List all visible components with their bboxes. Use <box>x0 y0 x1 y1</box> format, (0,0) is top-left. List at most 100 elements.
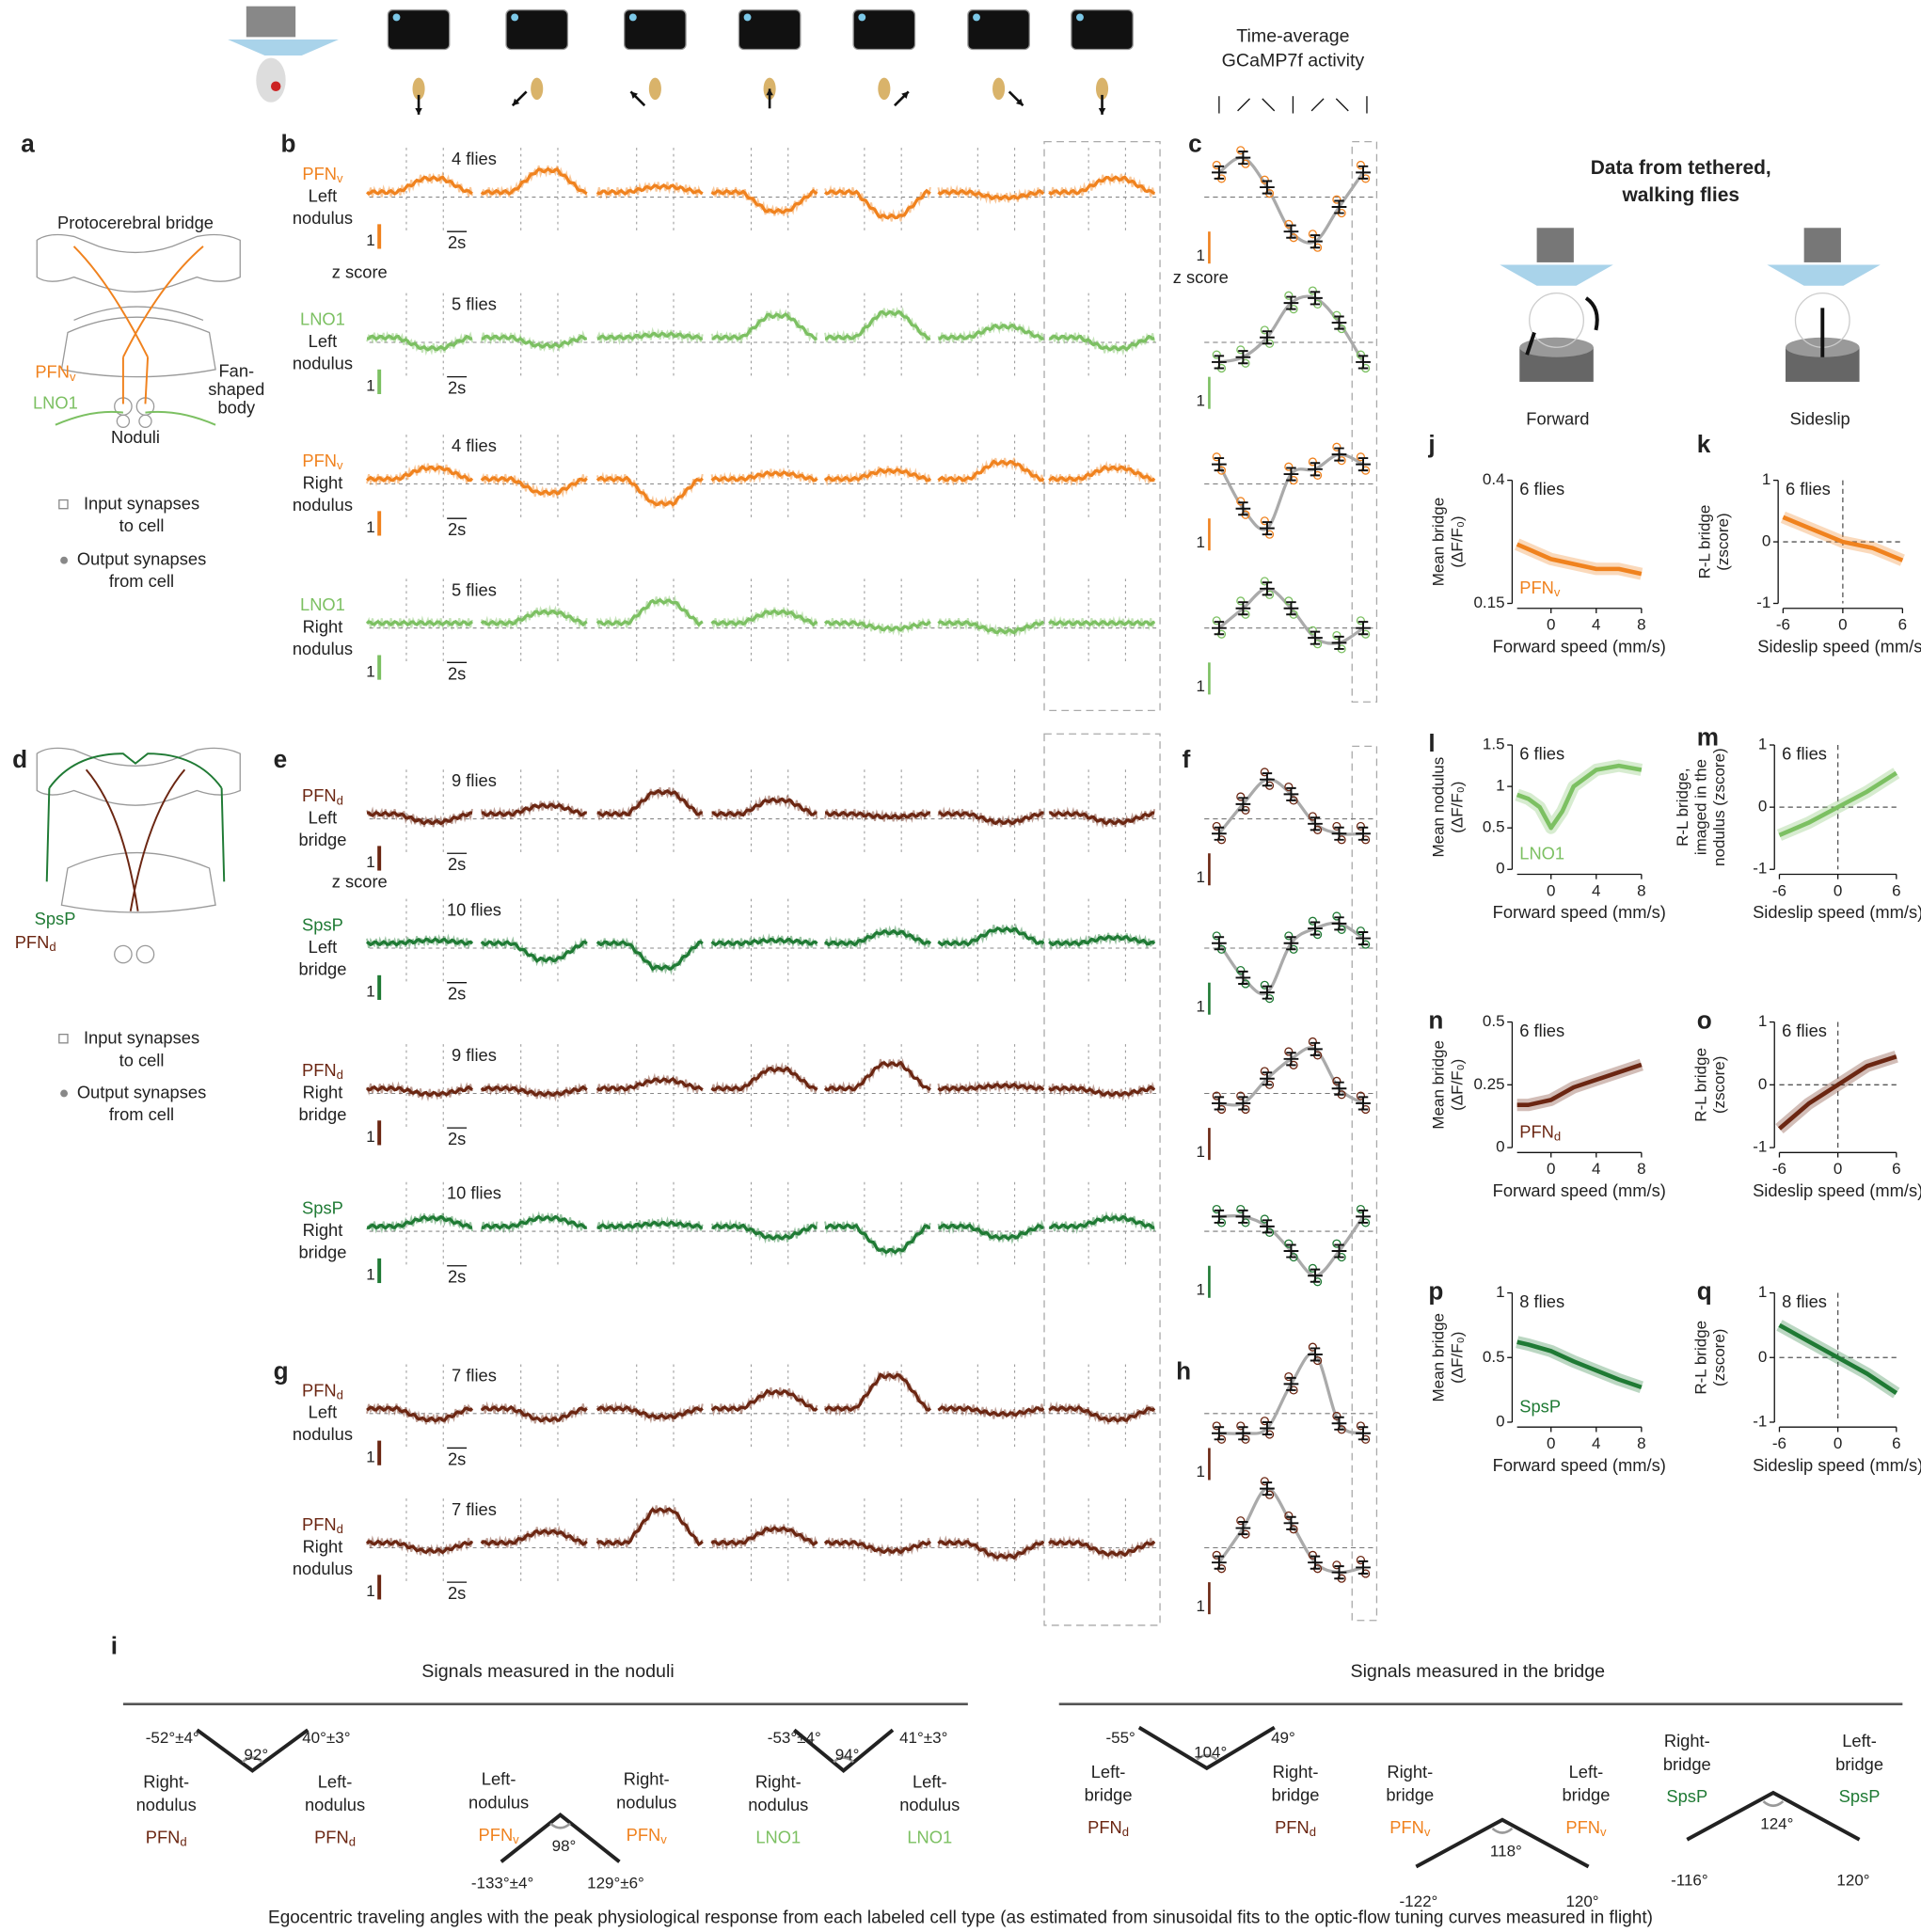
tuning-errorbar <box>1308 1041 1323 1056</box>
tuning-errorbar <box>1260 985 1275 1000</box>
y-axis-label: R-L bridge <box>1692 1321 1710 1395</box>
y-tick-label: 0 <box>1758 1075 1767 1093</box>
legend-dot <box>60 1089 68 1098</box>
trace-mean <box>595 475 704 507</box>
stimulus-drum <box>505 8 569 51</box>
trace-mean <box>823 467 932 483</box>
region-label: bridge <box>298 830 346 849</box>
tuning-fly <box>1356 616 1365 626</box>
tuning-errorbar <box>1356 826 1371 841</box>
tuning-errorbar <box>1331 1081 1347 1096</box>
trace-mean <box>937 926 1045 947</box>
stimulus-drum <box>738 8 802 51</box>
cell-name-sub: d <box>337 794 343 808</box>
tuning-fly <box>1284 1047 1294 1056</box>
angle-arc <box>549 1822 571 1829</box>
apex-angle: 104° <box>1194 1744 1227 1762</box>
time-scale: 2s <box>448 1449 466 1468</box>
side-label: nodulus <box>468 1793 529 1813</box>
y-tick-label: -1 <box>1753 860 1767 878</box>
cell-name: PFNv <box>302 164 343 186</box>
flies-count: 6 flies <box>1782 1021 1827 1040</box>
cell-name-base: PFN <box>479 1825 514 1845</box>
time-scale: 2s <box>448 1583 466 1603</box>
tuning-errorbar <box>1308 291 1323 306</box>
side-label: Left- <box>482 1769 516 1789</box>
trace-mean <box>1048 619 1156 626</box>
y-tick-label: -1 <box>1753 1138 1767 1156</box>
tuning-fly <box>1260 577 1269 586</box>
anatomy-label: Noduli <box>111 427 160 447</box>
trace-mean <box>595 1405 704 1420</box>
tuning-errorbar <box>1356 457 1371 472</box>
mean-line <box>1778 1322 1898 1395</box>
tuning-errorbar <box>1331 635 1347 650</box>
tuning-errorbar <box>1356 621 1371 636</box>
tuning-fly <box>1308 1550 1317 1560</box>
x-tick-label: -6 <box>1772 1434 1786 1452</box>
trace-mean <box>366 619 473 626</box>
trace-mean <box>710 609 818 627</box>
tuning-errorbar <box>1331 916 1347 931</box>
stimulus-drum <box>852 8 916 51</box>
time-scale: 2s <box>448 519 466 539</box>
region-label: Left <box>309 1402 338 1422</box>
time-scale: 2s <box>448 1267 466 1287</box>
scale-unit: 1 <box>1197 246 1205 264</box>
tuning-fly <box>1308 1037 1317 1047</box>
tuning-errorbar <box>1331 447 1347 462</box>
trace-mean <box>366 1214 473 1230</box>
scale-unit: 1 <box>1197 677 1205 695</box>
y-tick-label: 0 <box>1496 860 1504 878</box>
angle-arms <box>1686 1790 1861 1842</box>
mean-line <box>1777 1054 1897 1131</box>
tuning-errorbar <box>1235 1426 1251 1441</box>
tuning-errorbar <box>1356 165 1371 180</box>
edge-angle: -116° <box>1671 1872 1708 1890</box>
tuning-errorbar <box>1235 797 1251 812</box>
scale-unit: 1 <box>366 1448 374 1465</box>
flies-count: 4 flies <box>452 435 497 455</box>
x-tick-label: 8 <box>1637 616 1645 634</box>
stimulus-drum <box>1071 8 1134 51</box>
mean-line <box>1516 763 1643 831</box>
cell-name: SpsP <box>302 914 343 934</box>
tuning-errorbar <box>1283 936 1299 951</box>
tuning-fly <box>1356 452 1365 462</box>
tuning-errorbar <box>1308 1347 1323 1362</box>
tuning-fly <box>1284 1371 1294 1382</box>
side-label: nodulus <box>305 1795 365 1814</box>
cell-name-base: LNO1 <box>33 392 78 412</box>
legend-text: Input synapses <box>84 494 199 514</box>
region-label: Left <box>309 937 338 957</box>
tuning-errorbar <box>1308 630 1323 645</box>
fly-icon <box>992 77 1006 101</box>
panel-letter: o <box>1697 1006 1712 1034</box>
cell-name-sub: v <box>70 370 76 384</box>
tuning-fly <box>1284 596 1294 606</box>
tuning-errorbar <box>1331 199 1347 214</box>
direction-arrowhead <box>630 91 638 99</box>
panel-letter: e <box>274 745 288 773</box>
stimulus-dot <box>511 13 519 22</box>
panel-letter: n <box>1428 1006 1443 1034</box>
rig-label: Sideslip <box>1790 408 1850 428</box>
y-tick-label: 1.5 <box>1483 736 1505 753</box>
cell-name-base: PFN <box>627 1825 661 1845</box>
apex-angle: 94° <box>835 1746 860 1764</box>
x-tick-label: 0 <box>1834 1160 1842 1178</box>
cell-name-sub: d <box>1310 1826 1316 1840</box>
tuning-errorbar <box>1331 826 1347 841</box>
tuning-errorbar <box>1356 1560 1371 1575</box>
tuning-fly <box>1212 1550 1221 1560</box>
x-tick-label: 0 <box>1834 881 1842 899</box>
legend-text: to cell <box>119 515 165 535</box>
tuning-fly <box>1356 1421 1365 1431</box>
panel-letter: k <box>1697 430 1711 458</box>
cell-name: LNO1 <box>1519 843 1564 863</box>
stimulus-dot <box>392 13 401 22</box>
y-tick-label: 0.25 <box>1473 1075 1504 1093</box>
tuning-fly <box>1284 931 1294 941</box>
stimulus-dot <box>628 13 637 22</box>
tuning-errorbar <box>1212 1555 1227 1570</box>
